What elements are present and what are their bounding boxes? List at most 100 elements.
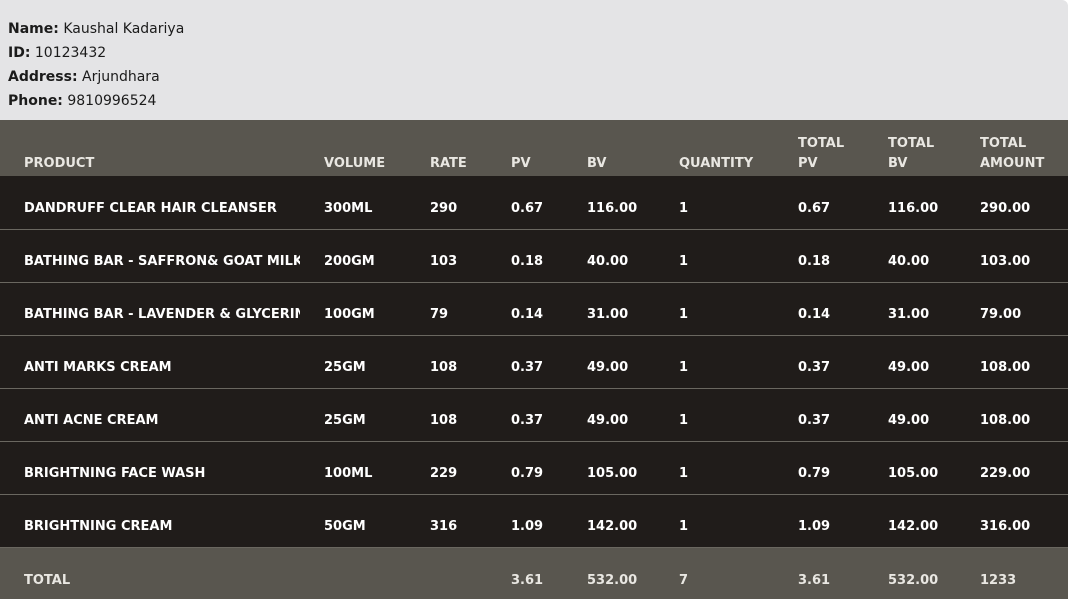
cell-volume: 300ML — [324, 200, 373, 216]
cell-total-bv: 31.00 — [888, 307, 930, 322]
cell-rate: 229 — [430, 466, 458, 481]
cell-total-pv: 0.79 — [798, 466, 831, 481]
cell-quantity: 1 — [679, 200, 689, 216]
table-row: BRIGHTNING CREAM 50GM 316 1.09 142.00 1 1.09 14… — [0, 494, 1068, 547]
cell-product: ANTI ACNE CREAM — [24, 413, 159, 428]
cell-rate: 79 — [430, 307, 449, 322]
cell-product: BRIGHTNING FACE WASH — [24, 466, 206, 481]
customer-id-line: ID: 10123432 — [8, 41, 1068, 65]
cell-pv: 0.37 — [511, 413, 544, 428]
cell-total-bv: 49.00 — [888, 413, 930, 428]
total-amount: 1233 — [980, 572, 1017, 588]
cell-quantity: 1 — [679, 466, 689, 481]
header-product: PRODUCT — [24, 156, 95, 171]
cell-product: ANTI MARKS CREAM — [24, 360, 172, 375]
customer-address: Arjundhara — [82, 69, 160, 85]
table-row: BATHING BAR - SAFFRON& GOAT MILK 200GM 103… — [0, 229, 1068, 282]
cell-bv: 31.00 — [587, 307, 629, 322]
cell-total-amount: 79.00 — [980, 307, 1022, 322]
cell-total-amount: 229.00 — [980, 466, 1031, 481]
cell-total-bv: 40.00 — [888, 254, 930, 269]
cell-volume: 50GM — [324, 519, 366, 534]
cell-rate: 108 — [430, 413, 458, 428]
header-total-amount: TOTAL AMOUNT — [980, 136, 1045, 171]
customer-info: Name: Kaushal Kadariya ID: 10123432 Addr… — [0, 0, 1068, 120]
cell-total-amount: 108.00 — [980, 413, 1031, 428]
cell-volume: 200GM — [324, 254, 375, 269]
table-row: ANTI ACNE CREAM 25GM 108 0.37 49.00 1 0.37 49.0… — [0, 388, 1068, 441]
header-total-bv: TOTAL BV — [888, 136, 935, 171]
total-label: TOTAL — [24, 572, 71, 588]
cell-pv: 0.37 — [511, 360, 544, 375]
total-total-pv: 3.61 — [798, 572, 831, 588]
header-total-pv: TOTAL PV — [798, 136, 845, 171]
customer-address-line: Address: Arjundhara — [8, 65, 1068, 89]
cell-volume: 25GM — [324, 413, 366, 428]
id-label: ID: — [8, 45, 31, 61]
phone-label: Phone: — [8, 93, 63, 109]
cell-quantity: 1 — [679, 360, 689, 375]
cell-pv: 0.67 — [511, 200, 544, 216]
header-quantity: QUANTITY — [679, 156, 754, 171]
cell-total-amount: 316.00 — [980, 519, 1031, 534]
cell-quantity: 1 — [679, 519, 689, 534]
cell-pv: 0.14 — [511, 307, 544, 322]
header-pv: PV — [511, 156, 531, 171]
cell-quantity: 1 — [679, 307, 689, 322]
cell-quantity: 1 — [679, 413, 689, 428]
cell-quantity: 1 — [679, 254, 689, 269]
header-volume: VOLUME — [324, 156, 386, 171]
table-row: DANDRUFF CLEAR HAIR CLEANSER 300ML 290 0.67… — [0, 176, 1068, 229]
cell-volume: 100ML — [324, 466, 373, 481]
cell-total-pv: 0.37 — [798, 360, 831, 375]
total-total-bv: 532.00 — [888, 572, 939, 588]
cell-total-bv: 105.00 — [888, 466, 939, 481]
header-rate: RATE — [430, 156, 467, 171]
cell-bv: 49.00 — [587, 360, 629, 375]
cell-rate: 316 — [430, 519, 458, 534]
cell-total-bv: 142.00 — [888, 519, 939, 534]
table-total-row: TOTAL 3.61 532.00 7 3.61 532.00 1233 — [0, 547, 1068, 599]
address-label: Address: — [8, 69, 78, 85]
cell-volume: 25GM — [324, 360, 366, 375]
total-bv-sum: 532.00 — [587, 572, 638, 588]
cell-pv: 0.79 — [511, 466, 544, 481]
table-body: DANDRUFF CLEAR HAIR CLEANSER 300ML 290 0.67… — [0, 176, 1068, 547]
cell-total-amount: 290.00 — [980, 200, 1031, 216]
table-row: ANTI MARKS CREAM 25GM 108 0.37 49.00 1 0.37 49.… — [0, 335, 1068, 388]
cell-product: BATHING BAR - LAVENDER & GLYCERIN — [24, 307, 300, 322]
customer-name-line: Name: Kaushal Kadariya — [8, 17, 1068, 41]
cell-rate: 290 — [430, 200, 458, 216]
cell-product: BRIGHTNING CREAM — [24, 519, 173, 534]
table-header-row: PRODUCT VOLUME RATE PV BV QUANTITY TOTAL… — [0, 120, 1068, 176]
table-row: BRIGHTNING FACE WASH 100ML 229 0.79 105.00 1 0… — [0, 441, 1068, 494]
cell-volume: 100GM — [324, 307, 375, 322]
cell-pv: 0.18 — [511, 254, 544, 269]
cell-bv: 40.00 — [587, 254, 629, 269]
cell-total-pv: 0.67 — [798, 200, 831, 216]
total-pv-sum: 3.61 — [511, 572, 544, 588]
total-volume — [300, 547, 406, 599]
header-bv: BV — [587, 156, 607, 171]
customer-phone-line: Phone: 9810996524 — [8, 89, 1068, 113]
cell-bv: 116.00 — [587, 200, 638, 216]
order-items-table: PRODUCT VOLUME RATE PV BV QUANTITY TOTAL… — [0, 120, 1068, 599]
cell-total-pv: 0.18 — [798, 254, 831, 269]
cell-total-pv: 0.14 — [798, 307, 831, 322]
cell-rate: 103 — [430, 254, 458, 269]
cell-total-pv: 0.37 — [798, 413, 831, 428]
cell-rate: 108 — [430, 360, 458, 375]
cell-total-amount: 108.00 — [980, 360, 1031, 375]
cell-product: DANDRUFF CLEAR HAIR CLEANSER — [24, 200, 277, 216]
cell-total-bv: 49.00 — [888, 360, 930, 375]
cell-total-pv: 1.09 — [798, 519, 831, 534]
cell-bv: 49.00 — [587, 413, 629, 428]
cell-total-amount: 103.00 — [980, 254, 1031, 269]
cell-total-bv: 116.00 — [888, 200, 939, 216]
cell-bv: 142.00 — [587, 519, 638, 534]
total-quantity: 7 — [679, 572, 689, 588]
cell-bv: 105.00 — [587, 466, 638, 481]
name-label: Name: — [8, 21, 59, 37]
customer-phone: 9810996524 — [67, 93, 157, 109]
